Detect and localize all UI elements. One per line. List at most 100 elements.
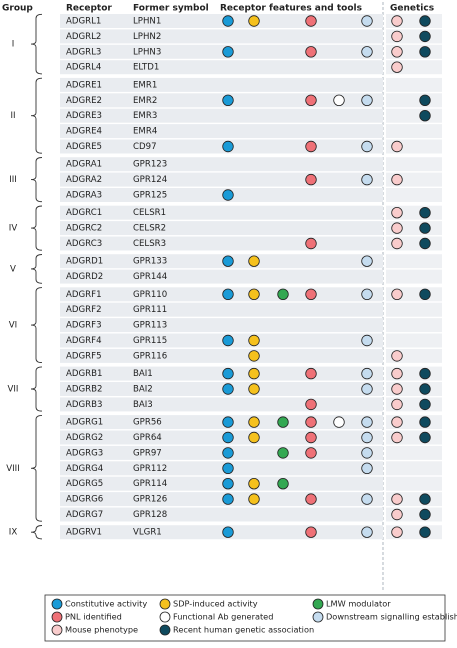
feature-dot [222,478,234,490]
feature-dot [222,334,234,347]
row-band-genetics [386,93,442,108]
feature-dot [222,462,234,475]
feature-dot [222,288,234,301]
row-band [60,507,383,522]
receptor: ADGRL1 [66,17,101,27]
feature-dot [419,46,431,58]
feature-dot [248,288,260,301]
row-band [60,108,383,123]
receptor: ADGRC1 [66,208,102,218]
feature-dot [361,526,373,538]
receptor: ADGRE5 [66,142,102,152]
feature-dot [391,46,403,58]
legend-dot [51,611,63,623]
receptor: ADGRE1 [66,80,102,90]
feature-dot [419,288,431,301]
row-band-genetics [386,124,442,139]
group-brace [30,205,43,251]
legend-dot [51,598,63,610]
group-label: VII [8,385,19,395]
former-symbol: GPR64 [133,433,162,443]
group-label: VI [9,321,17,331]
former-symbol: EMR3 [133,111,157,121]
former-symbol: GPR126 [133,495,167,505]
feature-dot [305,447,317,459]
feature-dot [419,526,431,538]
feature-dot [333,94,345,107]
former-symbol: CELSR2 [133,224,166,234]
feature-dot [222,94,234,107]
row-band [60,172,383,187]
former-symbol: GPR114 [133,479,167,489]
group-brace [30,77,43,154]
feature-dot [391,173,403,186]
receptor: ADGRG3 [66,448,103,458]
feature-dot [419,206,431,219]
row-band-genetics [386,269,442,284]
feature-dot [391,383,403,395]
row-band [60,476,383,491]
row-band-genetics [386,445,442,460]
former-symbol: GPR133 [133,257,167,267]
receptor: ADGRG4 [66,464,103,474]
legend-dot [51,624,63,636]
feature-dot [305,173,317,186]
legend-label: LMW modulator [326,599,391,609]
feature-dot [222,447,234,459]
feature-dot [248,15,260,27]
receptor: ADGRA3 [66,191,102,201]
feature-dot [361,15,373,27]
former-symbol: CELSR1 [133,208,166,218]
row-band-genetics [386,254,442,269]
feature-dot [361,255,373,267]
feature-dot [248,478,260,490]
feature-dot [391,526,403,538]
row-band-genetics [386,461,442,476]
row-band [60,77,383,92]
feature-dot [305,431,317,444]
feature-dot [277,416,289,428]
row-band-genetics [386,108,442,123]
former-symbol: CD97 [133,142,157,152]
feature-dot [222,15,234,27]
group-brace [30,366,43,412]
group-brace [30,13,43,75]
feature-dot [419,367,431,380]
feature-dot [305,416,317,428]
row-band-genetics [386,476,442,491]
feature-dot [391,350,403,362]
feature-dot [222,416,234,428]
feature-dot [222,189,234,201]
feature-dot [222,383,234,395]
feature-dot [248,334,260,347]
group-label: IX [9,528,18,538]
receptor: ADGRG6 [66,495,103,505]
header-group: Group [2,4,33,14]
feature-dot [419,30,431,43]
receptor: ADGRF1 [66,290,102,300]
legend-label: Functional Ab generated [173,612,273,622]
feature-dot [361,383,373,395]
group-label: II [10,111,15,121]
former-symbol: GPR110 [133,290,167,300]
former-symbol: CELSR3 [133,239,166,249]
former-symbol: GPR144 [133,272,167,282]
legend-dot [312,611,324,623]
feature-dot [361,462,373,475]
row-band [60,29,383,44]
feature-dot [419,94,431,107]
row-band [60,302,383,317]
row-band [60,430,383,445]
row-band [60,157,383,172]
group-brace [30,254,43,284]
receptor: ADGRV1 [66,528,102,538]
former-symbol: LPHN1 [133,17,161,27]
feature-dot [361,288,373,301]
receptor: ADGRF3 [66,321,102,331]
former-symbol: BAI1 [133,369,153,379]
feature-dot [305,367,317,380]
feature-dot [248,431,260,444]
feature-dot [277,447,289,459]
row-band [60,333,383,348]
feature-dot [391,237,403,250]
